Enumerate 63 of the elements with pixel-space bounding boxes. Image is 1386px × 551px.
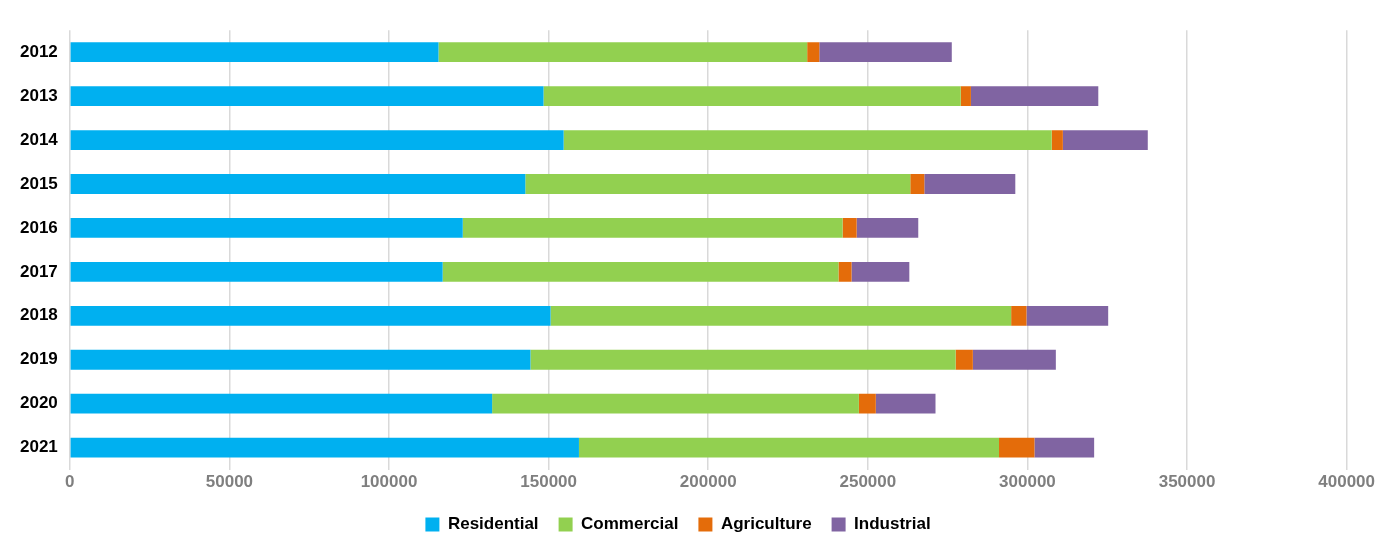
bar (838, 261, 852, 282)
bar (525, 174, 911, 194)
bar (70, 437, 579, 458)
bar (563, 130, 1052, 150)
bar (70, 86, 544, 106)
bar (842, 218, 857, 238)
bar (578, 437, 1000, 458)
bar (858, 393, 876, 414)
bar (543, 86, 961, 106)
bar (807, 42, 820, 63)
bar (910, 174, 925, 194)
bar (819, 42, 952, 63)
y-tick-label: 2018 (19, 305, 58, 325)
y-tick-label: 2013 (19, 85, 58, 105)
x-tick-label: 400000 (1318, 472, 1375, 492)
bar (70, 174, 526, 194)
bar (1026, 305, 1109, 326)
y-tick-label: 2015 (19, 173, 58, 193)
x-tick-label: 350000 (1158, 472, 1216, 492)
bar (70, 42, 439, 63)
bar (999, 437, 1035, 458)
x-tick-label: 200000 (679, 472, 737, 492)
y-tick-label: 2016 (19, 217, 58, 237)
bar (492, 393, 859, 414)
y-tick-label: 2020 (19, 393, 58, 413)
x-tick-label: 100000 (360, 472, 418, 492)
legend-label: Residential (447, 514, 539, 534)
bar (70, 130, 564, 150)
x-tick-label: 300000 (999, 472, 1056, 492)
y-tick-label: 2021 (19, 437, 58, 457)
legend-label: Industrial (854, 514, 931, 534)
bar (70, 393, 493, 414)
bar (70, 349, 531, 370)
bar (851, 261, 910, 282)
y-tick-label: 2017 (19, 261, 58, 281)
bar (438, 42, 808, 63)
bar (550, 305, 1012, 326)
bar (70, 218, 463, 238)
bar (875, 393, 936, 414)
bar (530, 349, 956, 370)
bar (924, 174, 1016, 194)
legend-label: Agriculture (720, 514, 812, 534)
bar (1051, 130, 1063, 150)
bar (462, 218, 843, 238)
x-tick-label: 150000 (520, 472, 577, 492)
bar (856, 218, 919, 238)
bar (70, 305, 551, 326)
x-tick-label: 0 (65, 472, 75, 492)
bar (972, 349, 1056, 370)
y-tick-label: 2014 (19, 129, 59, 149)
bar (442, 261, 839, 282)
bar (955, 349, 973, 370)
bar (960, 86, 971, 106)
legend-label: Commercial (581, 514, 679, 534)
y-tick-label: 2019 (19, 349, 58, 369)
bar (1034, 437, 1095, 458)
y-tick-label: 2012 (19, 41, 58, 61)
bar (970, 86, 1099, 106)
x-tick-label: 250000 (839, 472, 897, 492)
x-tick-label: 50000 (205, 472, 254, 492)
bar (1011, 305, 1027, 326)
bar (70, 261, 443, 282)
bar (1062, 130, 1148, 150)
